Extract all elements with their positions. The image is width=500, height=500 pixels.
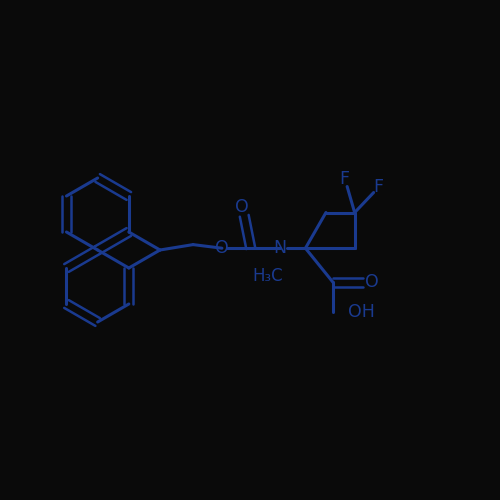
Text: O: O	[235, 198, 248, 216]
Text: N: N	[274, 239, 287, 257]
Text: O: O	[215, 239, 229, 257]
Text: OH: OH	[348, 303, 375, 321]
Text: F: F	[340, 170, 349, 188]
Text: H₃C: H₃C	[252, 266, 283, 284]
Text: O: O	[365, 273, 379, 291]
Text: F: F	[374, 178, 384, 196]
